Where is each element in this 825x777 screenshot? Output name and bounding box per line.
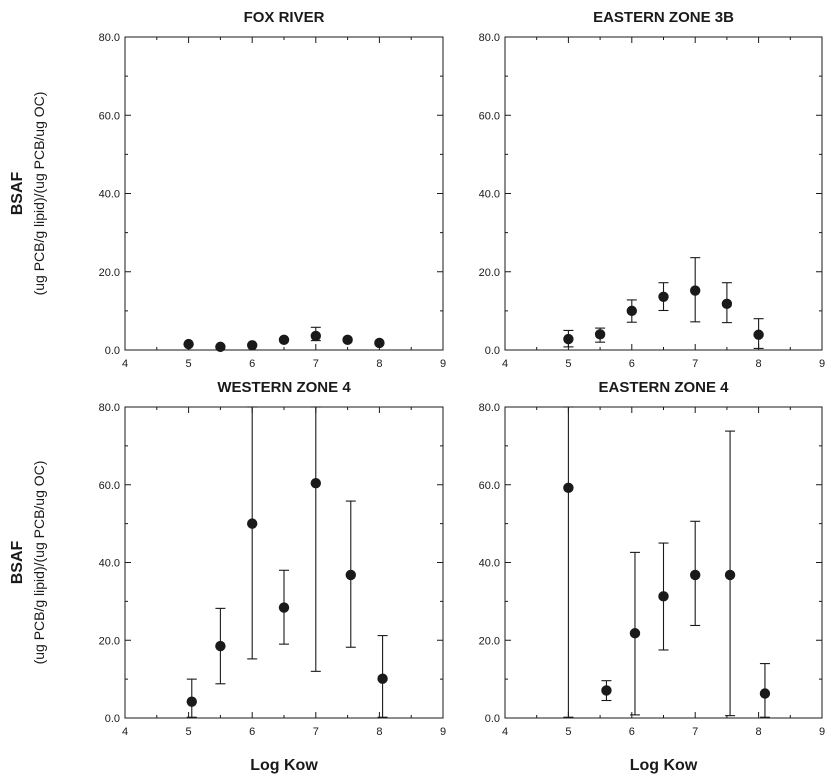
y-tick-label: 40.0 (99, 558, 120, 570)
y-axis-units-label: (ug PCB/g lipid)/(ug PCB/ug OC) (31, 461, 47, 665)
y-tick-label: 0.0 (485, 713, 500, 725)
chart-title: WESTERN ZONE 4 (217, 379, 351, 396)
data-point (278, 334, 290, 346)
chart-title: FOX RIVER (244, 9, 325, 26)
data-point (310, 330, 321, 342)
x-tick-label: 6 (629, 726, 635, 738)
x-tick-label: 9 (819, 358, 825, 370)
x-tick-label: 8 (376, 726, 382, 738)
data-point (690, 285, 701, 296)
x-tick-label: 4 (502, 726, 508, 738)
data-point (247, 518, 258, 529)
data-point (186, 696, 197, 707)
x-tick-label: 7 (313, 358, 319, 370)
x-tick-label: 7 (692, 358, 698, 370)
x-tick-label: 8 (756, 726, 762, 738)
data-point (724, 569, 736, 581)
data-point (215, 640, 226, 652)
data-point (753, 329, 764, 340)
y-tick-label: 80.0 (99, 402, 120, 414)
y-axis-units-label: (ug PCB/g lipid)/(ug PCB/ug OC) (31, 92, 47, 296)
data-point (374, 337, 385, 349)
y-tick-label: 60.0 (479, 110, 500, 122)
data-point (690, 569, 701, 581)
x-axis-label: Log Kow (250, 757, 318, 774)
y-tick-label: 60.0 (99, 110, 120, 122)
x-tick-label: 8 (756, 358, 762, 370)
y-axis-label: BSAF (9, 541, 26, 585)
x-tick-label: 8 (376, 358, 382, 370)
x-tick-label: 4 (122, 726, 128, 738)
data-point (594, 329, 606, 340)
data-point (247, 340, 258, 351)
data-point (563, 333, 574, 345)
y-tick-label: 40.0 (479, 189, 500, 201)
data-point (342, 334, 353, 346)
y-tick-label: 0.0 (485, 345, 500, 357)
x-tick-label: 4 (502, 358, 508, 370)
data-point (278, 602, 290, 613)
y-tick-label: 80.0 (479, 402, 500, 414)
data-point (626, 305, 637, 317)
y-tick-label: 20.0 (479, 267, 500, 279)
x-tick-label: 6 (249, 358, 255, 370)
x-tick-label: 9 (819, 726, 825, 738)
data-point (563, 482, 574, 494)
x-axis-label: Log Kow (630, 757, 698, 774)
x-tick-label: 9 (440, 726, 446, 738)
x-tick-label: 7 (692, 726, 698, 738)
x-tick-label: 6 (629, 358, 635, 370)
x-tick-label: 6 (249, 726, 255, 738)
plot-frame (124, 406, 444, 719)
x-tick-label: 5 (186, 726, 192, 738)
x-tick-label: 5 (186, 358, 192, 370)
data-point (377, 673, 388, 684)
x-tick-label: 5 (565, 726, 571, 738)
y-tick-label: 40.0 (99, 189, 120, 201)
data-point (310, 477, 321, 489)
data-point (658, 591, 669, 602)
y-tick-label: 80.0 (99, 32, 120, 44)
y-tick-label: 0.0 (105, 713, 120, 725)
data-point (658, 291, 669, 302)
data-point (215, 341, 226, 353)
y-tick-label: 60.0 (479, 480, 500, 492)
x-tick-label: 4 (122, 358, 128, 370)
x-tick-label: 7 (313, 726, 319, 738)
data-point (759, 688, 771, 699)
y-tick-label: 20.0 (99, 267, 120, 279)
x-tick-label: 5 (565, 358, 571, 370)
data-point (721, 298, 733, 310)
y-tick-label: 60.0 (99, 480, 120, 492)
data-point (601, 685, 612, 696)
y-tick-label: 40.0 (479, 558, 500, 570)
data-point (345, 569, 356, 581)
y-axis-label: BSAF (9, 172, 26, 216)
plot-frame (124, 36, 444, 351)
y-tick-label: 20.0 (479, 635, 500, 647)
y-tick-label: 20.0 (99, 635, 120, 647)
y-tick-label: 0.0 (105, 345, 120, 357)
chart-title: EASTERN ZONE 4 (598, 379, 729, 396)
x-tick-label: 9 (440, 358, 446, 370)
data-point (629, 628, 641, 639)
chart-title: EASTERN ZONE 3B (593, 9, 734, 26)
data-point (183, 338, 194, 350)
y-tick-label: 80.0 (479, 32, 500, 44)
